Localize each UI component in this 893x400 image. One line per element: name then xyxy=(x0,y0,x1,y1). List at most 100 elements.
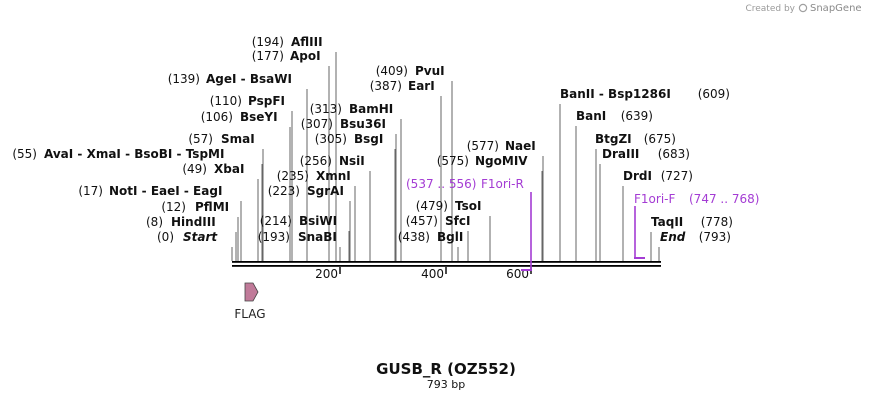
site-position: (106) xyxy=(201,110,233,124)
site-label-s33[interactable]: (193) SnaBI xyxy=(258,230,337,244)
site-position: (223) xyxy=(268,184,300,198)
site-label-s32[interactable]: End (793) xyxy=(660,230,731,244)
ruler-tick-label-400: 400 xyxy=(421,267,444,281)
feature-flag[interactable]: FLAG xyxy=(234,282,266,321)
site-position: (0) xyxy=(157,230,174,244)
site-position: (479) xyxy=(416,199,448,213)
site-enzyme-name: BanI xyxy=(576,109,606,123)
site-labels: (0) Start (8) HindIII(12) PflMI (17) NotI - Ea… xyxy=(12,35,733,244)
site-label-s30[interactable]: DrdI (727) xyxy=(623,169,693,183)
site-position: (177) xyxy=(252,49,284,63)
site-label-s26[interactable]: BanII - Bsp1286I (609) xyxy=(560,87,730,101)
site-enzyme-name: BanII - Bsp1286I xyxy=(560,87,671,101)
site-enzyme-name: DrdI xyxy=(623,169,652,183)
site-enzyme-name: Start xyxy=(183,230,218,244)
features: FLAG xyxy=(234,282,266,321)
site-label-s20[interactable]: (409) PvuI xyxy=(376,64,445,78)
site-enzyme-name: NsiI xyxy=(339,154,365,168)
site-enzyme-name: NgoMIV xyxy=(475,154,528,168)
site-enzyme-name: BtgZI xyxy=(595,132,632,146)
site-label-s15[interactable]: (256) NsiI xyxy=(300,154,365,168)
site-position: (577) xyxy=(467,139,499,153)
site-enzyme-name: EarI xyxy=(408,79,435,93)
map-length: 793 bp xyxy=(427,378,465,391)
site-position: (683) xyxy=(658,147,690,161)
site-label-s3[interactable]: (17) NotI - EaeI - EagI xyxy=(78,184,222,198)
site-label-s18[interactable]: (313) BamHI xyxy=(310,102,394,116)
site-label-s4[interactable]: (49) XbaI xyxy=(182,162,244,176)
site-position: (727) xyxy=(661,169,693,183)
site-position: (110) xyxy=(210,94,242,108)
site-position: (639) xyxy=(621,109,653,123)
site-position: (675) xyxy=(644,132,676,146)
site-enzyme-name: Bsu36I xyxy=(340,117,386,131)
credit-text: Created by xyxy=(745,4,795,14)
site-label-s8[interactable]: (110) PspFI xyxy=(210,94,285,108)
site-label-s22[interactable]: (457) SfcI xyxy=(406,214,471,228)
site-position: (307) xyxy=(301,117,333,131)
primer-f1ori-f[interactable]: F1ori-F (747 .. 768) xyxy=(634,192,759,259)
site-label-s23[interactable]: (479) TsoI xyxy=(416,199,482,213)
site-label-s10[interactable]: (177) ApoI xyxy=(252,49,321,63)
site-enzyme-name: ApoI xyxy=(290,49,321,63)
site-position: (387) xyxy=(370,79,402,93)
site-label-s1[interactable]: (8) HindIII xyxy=(146,215,216,229)
site-label-s2[interactable]: (12) PflMI xyxy=(161,200,229,214)
primer-range: (747 .. 768) xyxy=(689,192,759,206)
primer-arrow-bar xyxy=(521,269,532,271)
ruler-tick-label-200: 200 xyxy=(315,267,338,281)
credit-brand: SnapGene xyxy=(810,3,862,14)
site-enzyme-name: PvuI xyxy=(415,64,445,78)
primer-name: F1ori-R xyxy=(481,177,524,191)
primers: F1ori-R (537 .. 556) F1ori-F (747 .. 768) xyxy=(406,177,759,271)
site-label-s27[interactable]: BanI (639) xyxy=(576,109,653,123)
site-position: (778) xyxy=(701,215,733,229)
site-enzyme-name: DraIII xyxy=(602,147,639,161)
site-label-s24[interactable]: (575) NgoMIV xyxy=(437,154,529,168)
site-label-s21[interactable]: (438) BglI xyxy=(398,230,464,244)
site-position: (305) xyxy=(315,132,347,146)
site-enzyme-name: SgrAI xyxy=(307,184,344,198)
site-position: (55) xyxy=(12,147,37,161)
site-position: (194) xyxy=(252,35,284,49)
site-label-s6[interactable]: (57) SmaI xyxy=(188,132,254,146)
site-label-s5[interactable]: (55) AvaI - XmaI - BsoBI - TspMI xyxy=(12,147,224,161)
site-label-s11[interactable]: (194) AflIII xyxy=(252,35,323,49)
snapgene-logo-icon xyxy=(798,3,808,13)
site-label-s12[interactable]: (214) BsiWI xyxy=(260,214,337,228)
site-label-s14[interactable]: (235) XmnI xyxy=(277,169,351,183)
primer-arrow-bar xyxy=(634,257,645,259)
site-label-s29[interactable]: DraIII (683) xyxy=(602,147,690,161)
site-label-s28[interactable]: BtgZI (675) xyxy=(595,132,676,146)
site-label-s25[interactable]: (577) NaeI xyxy=(467,139,536,153)
site-position: (575) xyxy=(437,154,469,168)
site-enzyme-name: BglI xyxy=(437,230,463,244)
primer-f1ori-r[interactable]: F1ori-R (537 .. 556) xyxy=(406,177,532,271)
sequence-backbone xyxy=(232,261,661,267)
primer-range: (537 .. 556) xyxy=(406,177,476,191)
primer-name: F1ori-F xyxy=(634,192,675,206)
site-label-s16[interactable]: (305) BsgI xyxy=(315,132,384,146)
site-label-s19[interactable]: (387) EarI xyxy=(370,79,435,93)
site-label-s9[interactable]: (139) AgeI - BsaWI xyxy=(168,72,292,86)
site-enzyme-name: AgeI - BsaWI xyxy=(206,72,292,86)
site-lines xyxy=(231,52,660,261)
site-label-s0[interactable]: (0) Start xyxy=(157,230,218,244)
site-enzyme-name: BsiWI xyxy=(299,214,337,228)
site-enzyme-name: SmaI xyxy=(221,132,255,146)
site-label-s7[interactable]: (106) BseYI xyxy=(201,110,278,124)
backbone-bottom-strand xyxy=(232,265,661,267)
map-title: GUSB_R (OZ552) xyxy=(376,360,516,378)
site-position: (214) xyxy=(260,214,292,228)
site-position: (457) xyxy=(406,214,438,228)
site-label-s31[interactable]: TaqII (778) xyxy=(651,215,733,229)
site-enzyme-name: BseYI xyxy=(240,110,278,124)
site-position: (57) xyxy=(188,132,213,146)
site-enzyme-name: TsoI xyxy=(455,199,481,213)
site-enzyme-name: XmnI xyxy=(316,169,351,183)
site-position: (409) xyxy=(376,64,408,78)
site-label-s17[interactable]: (307) Bsu36I xyxy=(301,117,386,131)
snapgene-credit: Created by SnapGene xyxy=(745,3,861,14)
site-enzyme-name: SfcI xyxy=(445,214,470,228)
site-label-s13[interactable]: (223) SgrAI xyxy=(268,184,344,198)
